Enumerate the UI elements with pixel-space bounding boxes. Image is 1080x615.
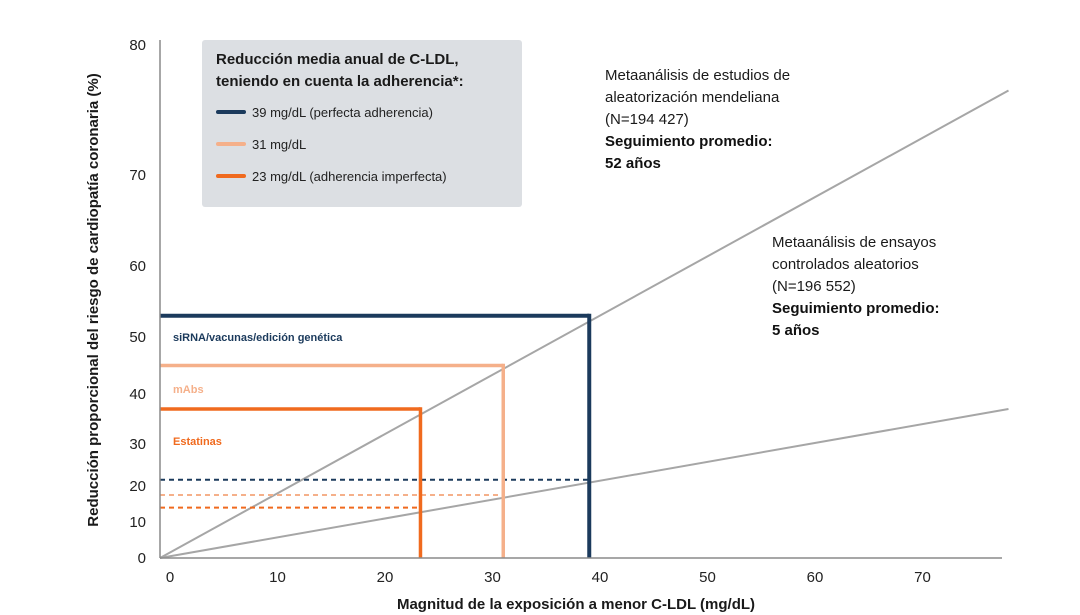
y-tick-label: 60 xyxy=(129,258,146,275)
x-tick-label: 50 xyxy=(699,569,716,586)
series-line-mendelian xyxy=(159,89,1009,559)
annotation-rct-line1: Metaanálisis de ensayos xyxy=(772,234,936,251)
class-label-sirna: siRNA/vacunas/edición genética xyxy=(173,332,343,344)
x-tick-label: 60 xyxy=(807,569,824,586)
y-tick-label: 10 xyxy=(129,514,146,531)
annotation-rct-bold1: Seguimiento promedio: xyxy=(772,300,940,317)
y-tick-label: 80 xyxy=(129,37,146,54)
y-tick-label: 40 xyxy=(129,386,146,403)
x-axis-title: Magnitud de la exposición a menor C-LDL … xyxy=(397,596,755,613)
annotation-rct-line3: (N=196 552) xyxy=(772,278,856,295)
x-tick-label: 40 xyxy=(592,569,609,586)
y-tick-label: 30 xyxy=(129,436,146,453)
annotation-mendelian-line1: Metaanálisis de estudios de xyxy=(605,67,790,84)
annotation-rct-line2: controlados aleatorios xyxy=(772,256,919,273)
series-lines xyxy=(159,89,1009,559)
legend-label-23: 23 mg/dL (adherencia imperfecta) xyxy=(252,169,447,184)
reference-lines xyxy=(160,313,592,558)
x-tick-label: 30 xyxy=(484,569,501,586)
annotation-mendelian-line2: aleatorización mendeliana xyxy=(605,89,780,106)
annotation-rct: Metaanálisis de ensayos controlados alea… xyxy=(772,234,940,339)
legend-title-line1: Reducción media anual de C-LDL, xyxy=(216,51,459,68)
legend: Reducción media anual de C-LDL, teniendo… xyxy=(202,40,522,207)
y-tick-label: 0 xyxy=(138,550,146,567)
legend-title-line2: teniendo en cuenta la adherencia*: xyxy=(216,73,464,90)
class-label-mabs: mAbs xyxy=(173,384,204,396)
x-tick-label: 70 xyxy=(914,569,931,586)
annotation-mendelian-bold2: 52 años xyxy=(605,155,661,172)
legend-label-39: 39 mg/dL (perfecta adherencia) xyxy=(252,105,433,120)
y-tick-label: 20 xyxy=(129,478,146,495)
y-tick-label: 50 xyxy=(129,329,146,346)
x-tick-label: 0 xyxy=(166,569,174,586)
annotation-mendelian: Metaanálisis de estudios de aleatorizaci… xyxy=(605,67,790,172)
class-label-estatinas: Estatinas xyxy=(173,436,222,448)
legend-label-31: 31 mg/dL xyxy=(252,137,306,152)
y-tick-label: 70 xyxy=(129,167,146,184)
y-axis-title: Reducción proporcional del riesgo de car… xyxy=(85,73,102,526)
x-tick-label: 20 xyxy=(377,569,394,586)
x-tick-label: 10 xyxy=(269,569,286,586)
annotation-mendelian-bold1: Seguimiento promedio: xyxy=(605,133,773,150)
axes xyxy=(159,40,1002,559)
legend-box xyxy=(202,40,522,207)
tick-labels: 0 10 20 30 40 50 60 70 0 10 20 30 40 50 60 70 80 xyxy=(129,37,931,586)
annotation-mendelian-line3: (N=194 427) xyxy=(605,111,689,128)
series-line-rct xyxy=(159,408,1009,559)
annotation-rct-bold2: 5 años xyxy=(772,322,820,339)
